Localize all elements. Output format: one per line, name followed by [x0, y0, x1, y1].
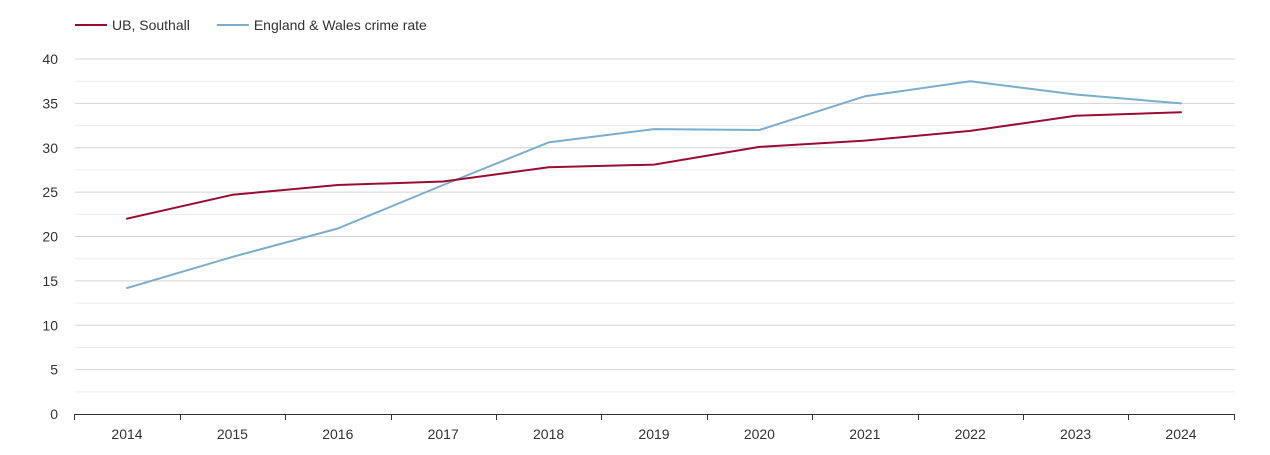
y-tick-label: 25 [42, 184, 58, 200]
legend-label: UB, Southall [112, 17, 190, 33]
legend: UB, Southall England & Wales crime rate [75, 17, 427, 33]
x-tick-label: 2022 [955, 426, 986, 442]
y-tick-label: 30 [42, 140, 58, 156]
y-tick-label: 0 [50, 406, 58, 422]
x-axis: 2014 2015 2016 2017 2018 2019 2020 2021 2022 2023… [74, 414, 1235, 442]
x-tick-label: 2015 [217, 426, 248, 442]
x-tick-label: 2018 [533, 426, 564, 442]
x-tick-label: 2023 [1060, 426, 1091, 442]
gridlines [75, 58, 1235, 393]
y-axis: 0 5 10 15 20 25 30 35 40 [42, 51, 58, 422]
x-tick-label: 2014 [111, 426, 142, 442]
y-tick-label: 20 [42, 229, 58, 245]
x-tick-label: 2017 [428, 426, 459, 442]
y-tick-label: 10 [42, 317, 58, 333]
x-tick-label: 2024 [1165, 426, 1196, 442]
x-tick-label: 2020 [744, 426, 775, 442]
legend-label: England & Wales crime rate [254, 17, 427, 33]
series-line-ub-southall [126, 111, 1182, 220]
x-tick-label: 2021 [849, 426, 880, 442]
y-tick-label: 35 [42, 95, 58, 111]
x-tick-label: 2019 [638, 426, 669, 442]
y-tick-label: 15 [42, 273, 58, 289]
y-tick-label: 40 [42, 51, 58, 67]
series-line-england-wales-crime-rate [126, 80, 1182, 289]
y-tick-label: 5 [50, 362, 58, 378]
series-layer [126, 80, 1182, 289]
x-tick-label: 2016 [322, 426, 353, 442]
